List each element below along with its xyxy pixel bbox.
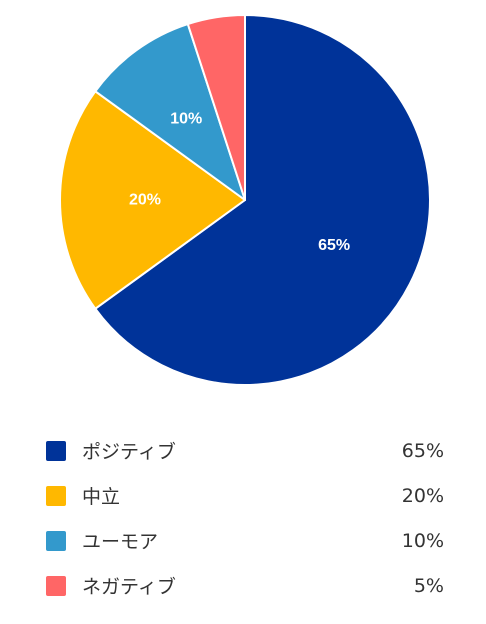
pie-slice-negative (186, 14, 246, 201)
slice-label-neutral: 20% (129, 192, 161, 209)
pie-slice-positive (94, 14, 431, 386)
slice-label-positive: 65% (318, 237, 350, 254)
legend-value-positive: 65% (401, 439, 444, 462)
pie-slice-humor (94, 23, 246, 201)
legend-swatch-positive (46, 440, 66, 461)
legend-value-humor: 10% (401, 529, 444, 552)
legend-value-neutral: 20% (401, 484, 444, 507)
legend-swatch-neutral (46, 485, 66, 506)
legend-item-neutral: 中立 20% (42, 473, 448, 518)
legend-label-neutral: 中立 (82, 486, 121, 508)
legend-swatch-humor (46, 530, 66, 551)
legend-item-negative: ネガティブ 5% (42, 563, 448, 608)
pie-slice-neutral (59, 90, 246, 310)
slice-label-humor: 10% (170, 111, 202, 128)
legend-label-positive: ポジティブ (82, 441, 176, 463)
legend-item-positive: ポジティブ 65% (42, 428, 448, 473)
legend-label-humor: ユーモア (82, 531, 159, 553)
legend-label-negative: ネガティブ (82, 576, 176, 598)
legend-item-humor: ユーモア 10% (42, 518, 448, 563)
legend-value-negative: 5% (413, 574, 444, 597)
legend-swatch-negative (46, 575, 66, 596)
pie-chart: 65% 20% 10% (59, 14, 431, 386)
legend: ポジティブ 65% 中立 20% ユーモア 10% ネガティブ 5% (42, 428, 448, 608)
